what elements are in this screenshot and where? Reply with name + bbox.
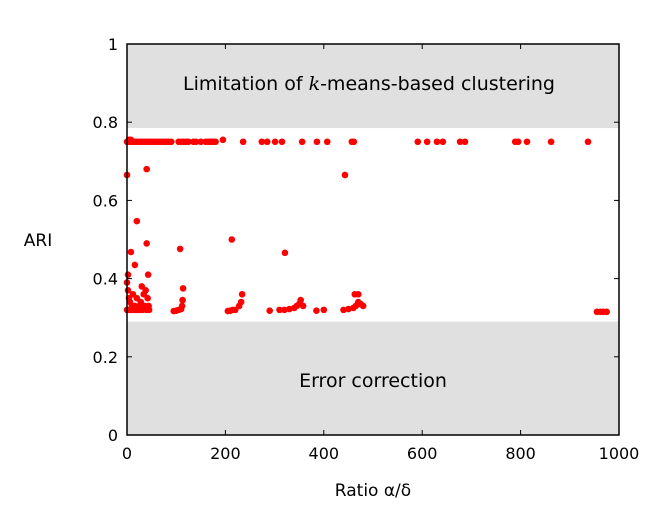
y-tick-label: 0.8 [93, 113, 118, 132]
x-tick-label: 200 [210, 444, 241, 463]
data-point [145, 306, 153, 314]
y-tick-label: 0 [108, 426, 118, 445]
data-point [179, 296, 186, 304]
data-point [124, 271, 132, 278]
data-point [271, 138, 279, 146]
data-point [433, 138, 441, 146]
data-point [197, 138, 205, 146]
data-point [313, 307, 320, 314]
data-point [143, 165, 150, 173]
data-point [263, 138, 271, 146]
region-label-error: Error correction [299, 370, 447, 392]
data-point [345, 305, 352, 313]
data-point [219, 136, 227, 144]
data-point [127, 248, 135, 256]
data-point [179, 285, 187, 292]
data-point [212, 138, 219, 146]
data-point [131, 261, 139, 269]
data-point [523, 138, 531, 146]
y-tick-label: 1 [108, 35, 118, 54]
data-point [238, 290, 246, 298]
data-point [320, 306, 328, 314]
y-tick-label: 0.4 [93, 270, 118, 289]
x-tick-label: 600 [407, 444, 438, 463]
data-point [185, 138, 192, 146]
x-tick-label: 800 [505, 444, 536, 463]
data-point [584, 138, 592, 146]
data-point [142, 287, 149, 294]
data-point [237, 298, 245, 306]
data-point [297, 296, 304, 304]
x-axis-label: Ratio α/δ [335, 481, 411, 501]
y-tick-label: 0.2 [93, 348, 118, 367]
data-point [456, 138, 464, 146]
data-point [514, 138, 522, 146]
data-point [547, 138, 555, 146]
data-point [281, 249, 289, 257]
y-tick-label: 0.6 [93, 191, 118, 210]
data-point [144, 294, 151, 302]
data-point [359, 302, 367, 310]
data-point [354, 290, 362, 298]
data-point [313, 138, 321, 146]
region-band-limitation [127, 44, 619, 129]
data-point [258, 138, 266, 146]
data-point [340, 306, 347, 314]
data-point [281, 306, 288, 314]
data-point [176, 245, 184, 253]
data-point [239, 138, 247, 146]
x-tick-label: 1000 [599, 444, 640, 463]
data-point [192, 138, 200, 146]
data-point [439, 138, 447, 146]
x-tick-label: 400 [309, 444, 340, 463]
data-point [266, 307, 273, 314]
data-point [133, 217, 141, 225]
data-point [461, 138, 469, 146]
data-point [341, 171, 349, 179]
data-point [286, 305, 293, 313]
x-tick-label: 0 [122, 444, 132, 463]
data-point [127, 306, 135, 314]
region-band-error [127, 321, 619, 435]
data-point [167, 138, 175, 146]
data-point [143, 240, 150, 247]
data-point [144, 271, 152, 278]
data-point [178, 302, 186, 310]
data-point [414, 138, 422, 146]
y-axis-label: ARI [24, 231, 52, 251]
data-point [136, 306, 144, 314]
region-label-limitation: Limitation of k-means-based clustering [183, 73, 555, 95]
data-point [228, 236, 236, 243]
data-point [423, 138, 431, 146]
plot-frame [126, 43, 620, 436]
data-point [299, 302, 307, 310]
data-point [323, 138, 331, 146]
data-point [278, 138, 286, 146]
data-point [276, 306, 283, 314]
data-point [350, 138, 358, 146]
data-point [603, 308, 610, 316]
data-point [298, 138, 306, 146]
